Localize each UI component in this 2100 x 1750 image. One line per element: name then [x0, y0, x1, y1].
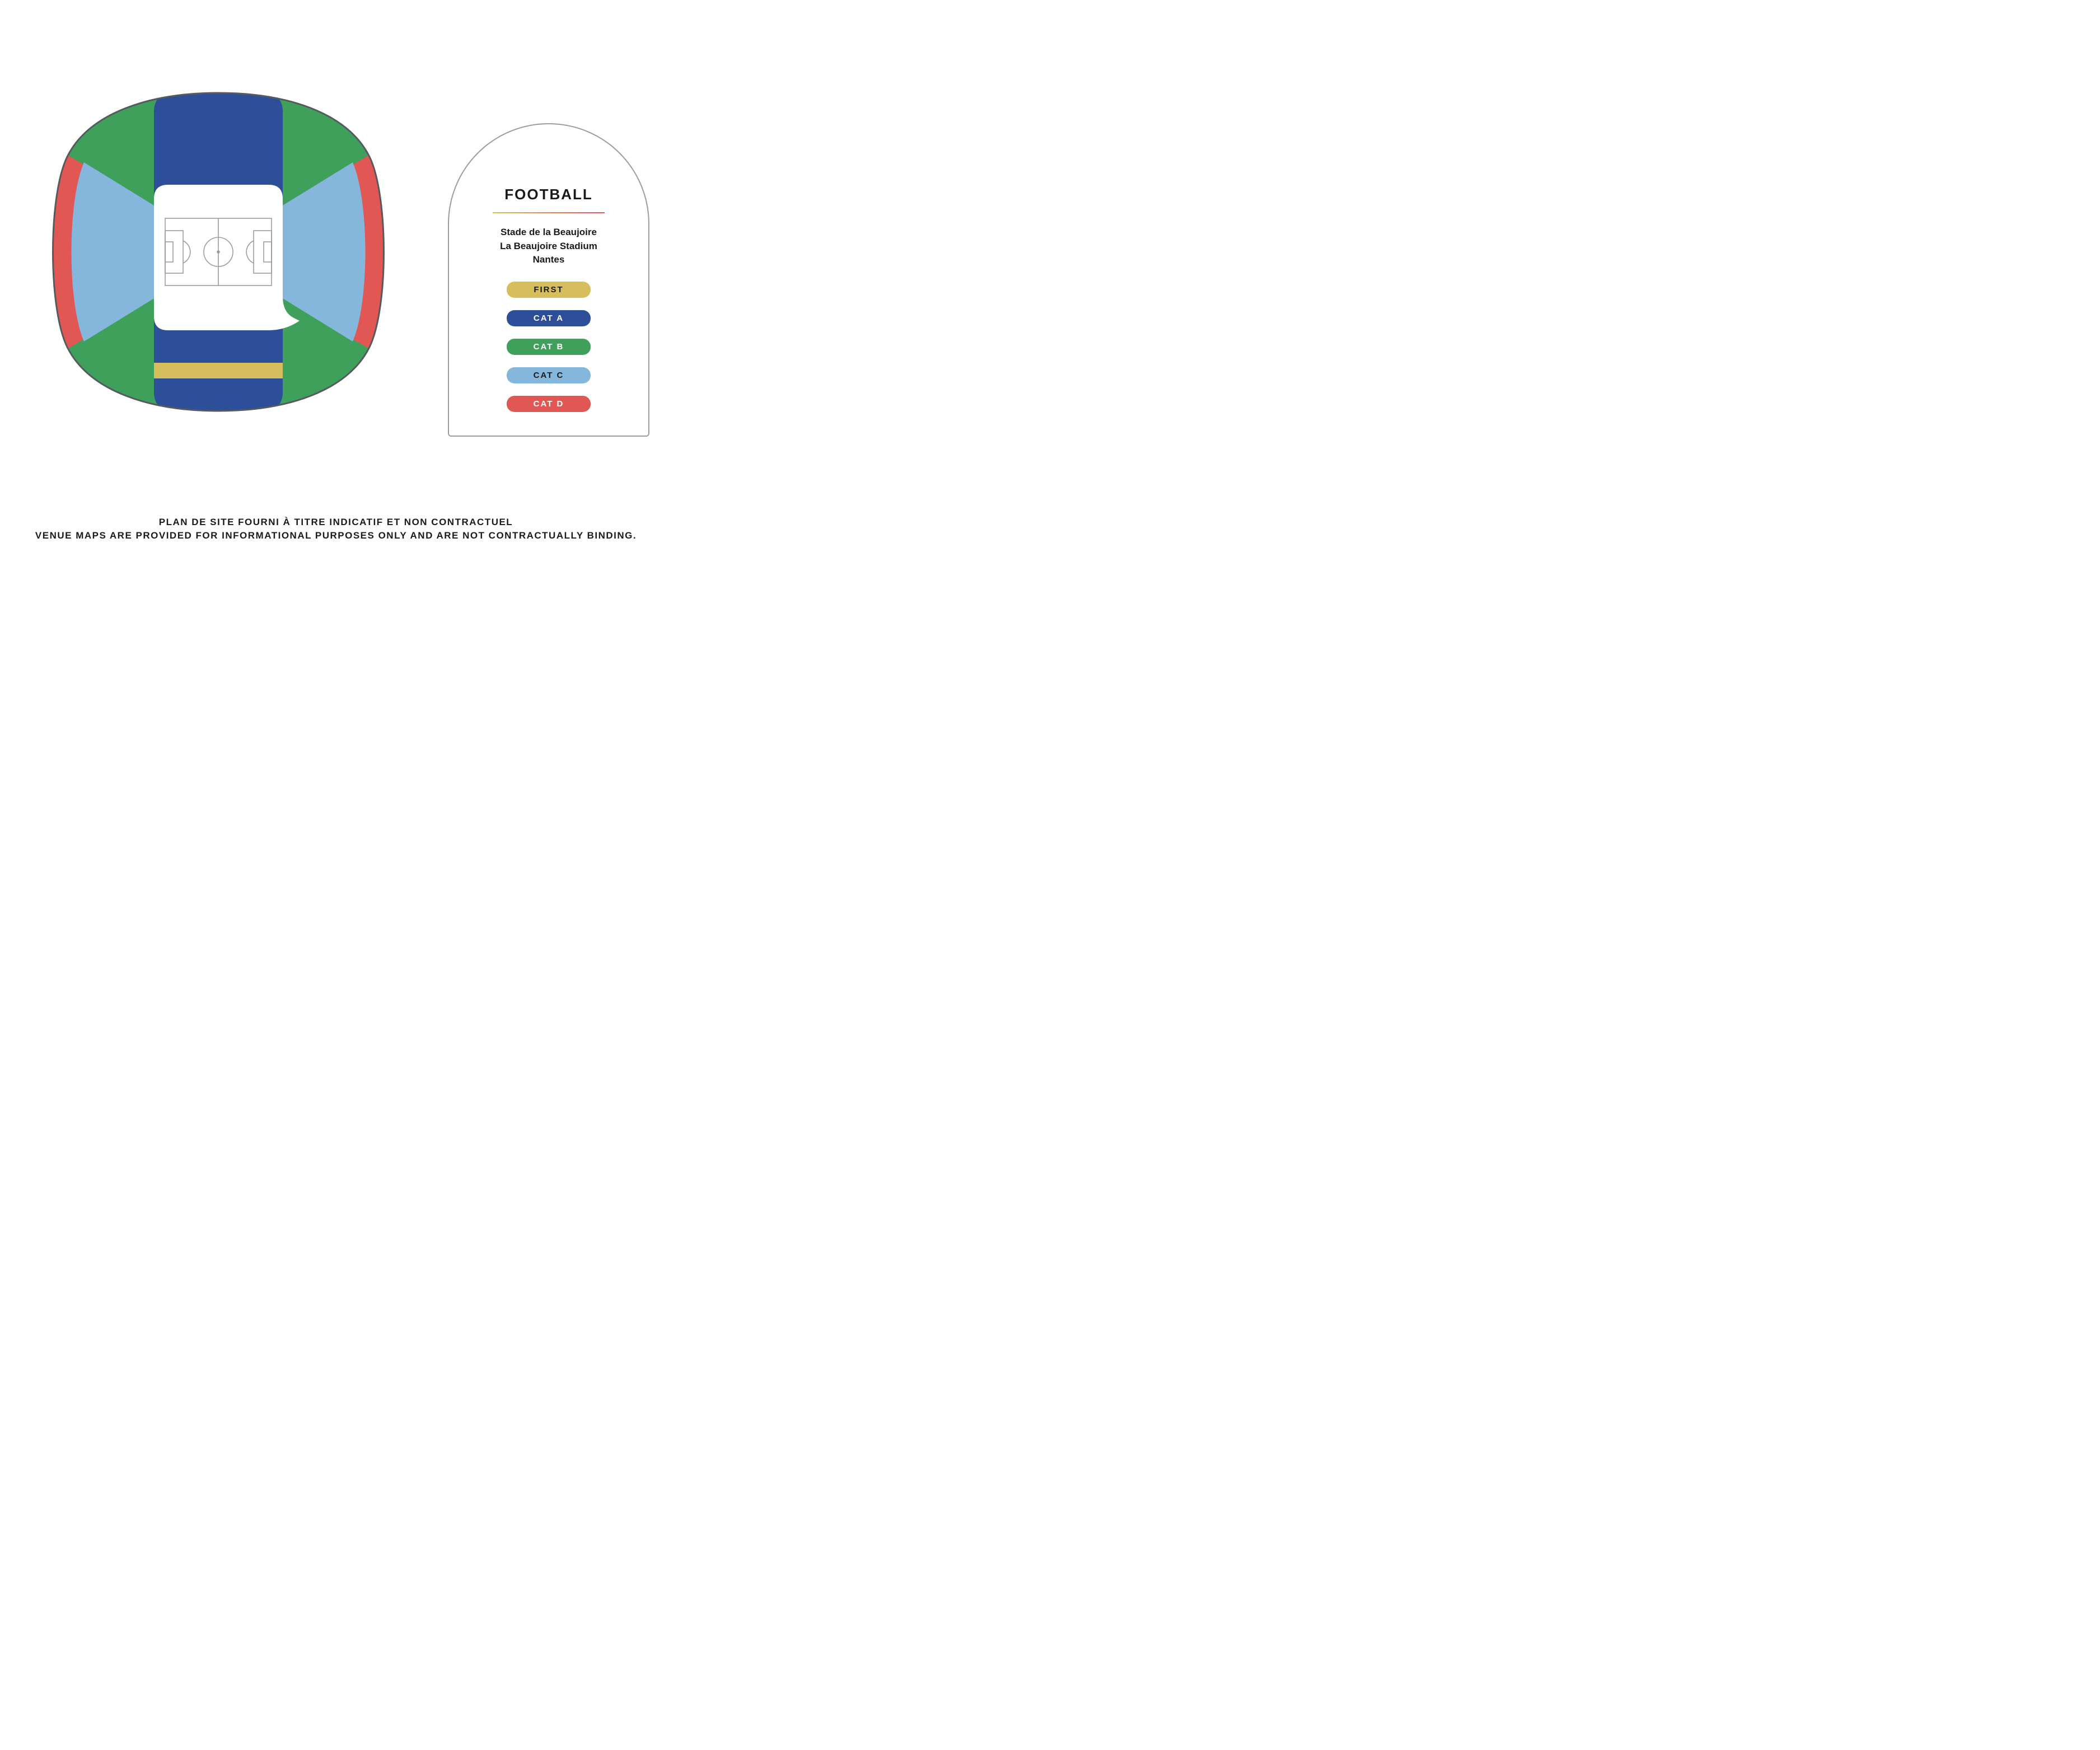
section-first-group [129, 363, 308, 378]
section-first [129, 363, 308, 378]
venue-city: Nantes [449, 253, 648, 267]
legend-panel: FOOTBALL Stade de la Beaujoire La Beaujo… [448, 123, 649, 437]
venue-name-en: La Beaujoire Stadium [449, 240, 648, 254]
venue-name-fr: Stade de la Beaujoire [449, 226, 648, 240]
stadium-diagram [45, 90, 392, 414]
disclaimer: PLAN DE SITE FOURNI À TITRE INDICATIF ET… [0, 516, 672, 543]
category-pill-cat-b: CAT B [507, 339, 591, 355]
category-pill-cat-c: CAT C [507, 367, 591, 383]
disclaimer-en: VENUE MAPS ARE PROVIDED FOR INFORMATIONA… [0, 529, 672, 543]
inner-bowl [154, 185, 300, 330]
legend-title: FOOTBALL [449, 186, 648, 203]
legend-divider [493, 212, 605, 213]
stadium-svg [45, 90, 392, 414]
disclaimer-fr: PLAN DE SITE FOURNI À TITRE INDICATIF ET… [0, 516, 672, 530]
venue-map-container: FOOTBALL Stade de la Beaujoire La Beaujo… [0, 0, 672, 560]
category-pill-first: FIRST [507, 282, 591, 298]
category-pill-cat-a: CAT A [507, 310, 591, 326]
category-pill-cat-d: CAT D [507, 396, 591, 412]
